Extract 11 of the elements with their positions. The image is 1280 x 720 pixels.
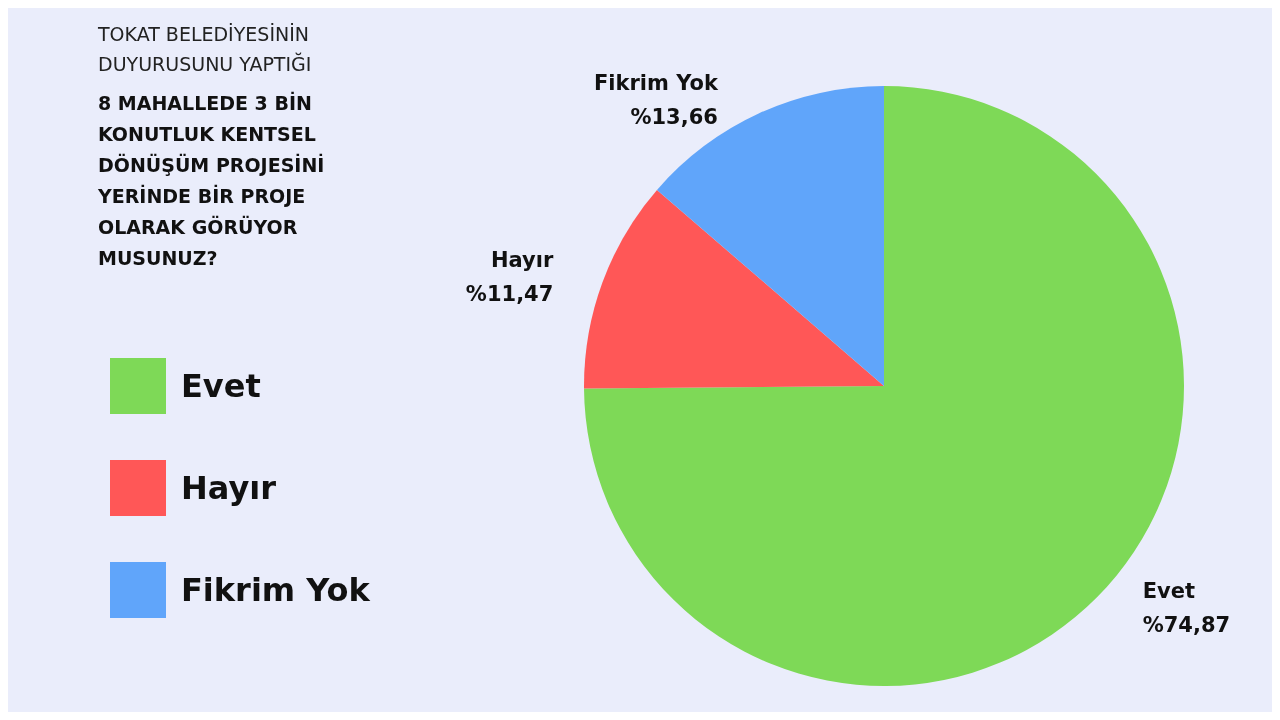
legend-label: Hayır	[181, 469, 277, 507]
slice-label: Fikrim Yok	[593, 70, 719, 95]
slice-label: Evet	[1142, 578, 1195, 603]
data-label: %74,87	[1142, 612, 1231, 637]
legend-label: Evet	[181, 367, 261, 405]
data-label: %11,47	[465, 282, 554, 307]
legend-label: Fikrim Yok	[181, 571, 371, 609]
chart-title: TOKAT BELEDİYESİNİN DUYURUSUNU YAPTIĞI	[97, 23, 316, 75]
slice-label: Hayır	[490, 248, 554, 273]
text: 8 MAHALLEDE 3 BİN KONUTLUK KENTSEL DÖNÜŞÜM PROJESİNİ YERİNDE BİR PROJE OLARAK GÖRÜYOR MUSUNUZ?	[97, 90, 331, 269]
data-label: %13,66	[630, 104, 718, 129]
